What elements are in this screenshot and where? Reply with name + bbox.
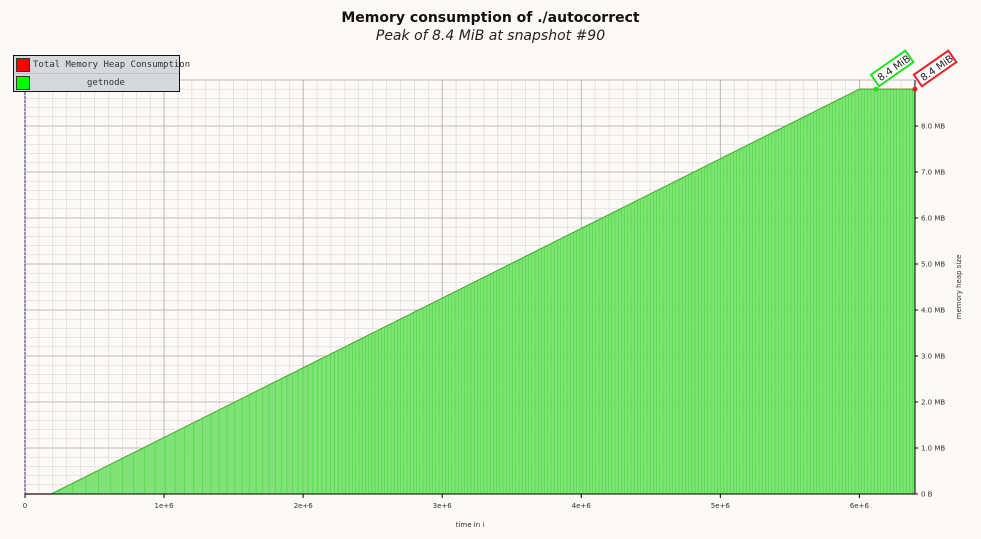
- peak-marker: [873, 86, 879, 92]
- peak-label: 8.4 MiB: [912, 49, 958, 88]
- legend-item-getnode: getnode: [14, 74, 179, 91]
- y-tick-label: 2.0 MB: [921, 399, 945, 407]
- series-area-getnode: [25, 89, 915, 494]
- y-tick-label: 4.0 MB: [921, 307, 945, 315]
- legend-label-total: Total Memory Heap Consumption: [33, 59, 191, 70]
- x-tick-label: 5e+6: [711, 502, 731, 510]
- legend-item-total: Total Memory Heap Consumption: [14, 56, 190, 74]
- y-tick-label: 8.0 MB: [921, 123, 945, 131]
- legend-swatch-getnode: [16, 75, 30, 90]
- peak-label-box: [869, 49, 915, 88]
- x-tick-label: 2e+6: [294, 502, 314, 510]
- y-tick-label: 1.0 MB: [921, 445, 945, 453]
- y-tick-label: 7.0 MB: [921, 169, 945, 177]
- x-tick-label: 0: [23, 502, 27, 510]
- peak-marker: [912, 86, 918, 92]
- legend: Total Memory Heap Consumption getnode: [13, 55, 190, 92]
- x-tick-label: 6e+6: [850, 502, 870, 510]
- y-tick-label: 0 B: [921, 491, 933, 499]
- y-tick-label: 6.0 MB: [921, 215, 945, 223]
- y-tick-label: 5.0 MB: [921, 261, 945, 269]
- x-tick-label: 4e+6: [572, 502, 592, 510]
- x-tick-label: 3e+6: [433, 502, 453, 510]
- x-tick-label: 1e+6: [155, 502, 175, 510]
- legend-swatch-total: [16, 57, 30, 72]
- peak-label-box: [912, 49, 958, 88]
- y-axis-title: memory heap size: [955, 255, 963, 320]
- y-tick-label: 3.0 MB: [921, 353, 945, 361]
- legend-label-getnode: getnode: [87, 77, 125, 88]
- chart-subtitle: Peak of 8.4 MiB at snapshot #90: [375, 28, 606, 44]
- x-axis-title: time in i: [456, 521, 485, 529]
- chart-title: Memory consumption of ./autocorrect: [341, 10, 640, 26]
